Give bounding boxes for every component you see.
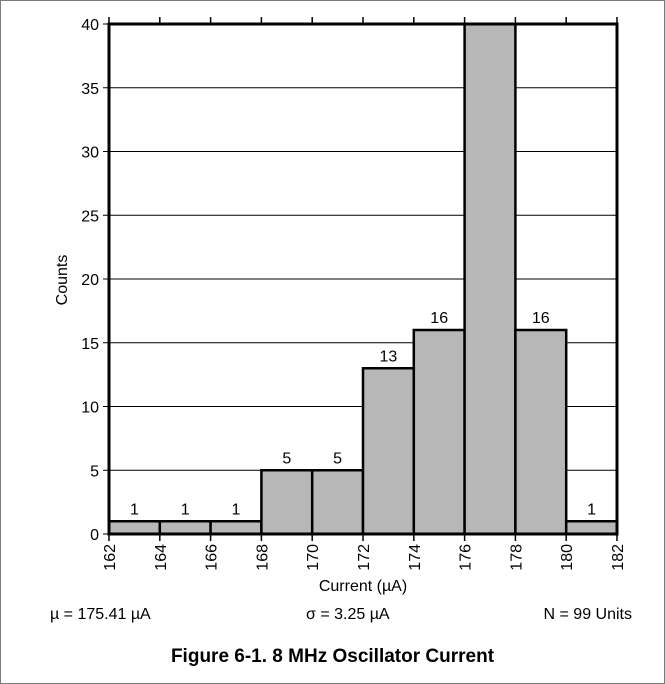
bar-data-label: 16 [430, 310, 448, 327]
bar-labels: 1 1 1 5 5 13 16 16 1 [130, 310, 596, 518]
x-tick-label: 170 [305, 544, 322, 571]
histogram-bar [107, 520, 162, 536]
histogram-bar [463, 22, 517, 536]
mean-stat: µ = 175.41 µA [50, 606, 151, 623]
sigma-stat: σ = 3.25 µA [306, 606, 390, 623]
x-tick-label: 162 [102, 544, 119, 571]
y-tick-label: 10 [81, 400, 99, 417]
bars [107, 22, 619, 536]
bar-data-label: 1 [181, 501, 190, 518]
bar-data-label: 5 [333, 450, 342, 467]
bar-data-label: 1 [587, 501, 596, 518]
y-tick-label: 20 [81, 272, 99, 289]
bar-data-label: 1 [232, 501, 241, 518]
bar-data-label: 13 [380, 348, 398, 365]
histogram-bar [158, 520, 212, 536]
histogram-bar [310, 469, 365, 536]
histogram-bar [209, 520, 263, 536]
y-tick-label: 25 [81, 208, 99, 225]
x-tick-label: 164 [153, 544, 170, 571]
x-tick-label: 178 [508, 544, 525, 571]
histogram-bar [412, 328, 466, 536]
y-tick-label: 0 [90, 527, 99, 544]
x-axis-label: Current (µA) [319, 578, 407, 595]
y-tick-label: 35 [81, 81, 99, 98]
y-tick-label: 15 [81, 336, 99, 353]
y-tick-label: 30 [81, 145, 99, 162]
x-tick-label: 180 [559, 544, 576, 571]
histogram-bar [260, 469, 314, 536]
axes [103, 17, 619, 541]
y-tick-label: 5 [90, 463, 99, 480]
histogram-bar [564, 520, 619, 536]
bar-data-label: 1 [130, 501, 139, 518]
y-tick-label: 40 [81, 17, 99, 34]
x-tick-label: 168 [254, 544, 271, 571]
bar-data-label: 5 [282, 450, 291, 467]
x-tick-label: 176 [458, 544, 475, 571]
histogram-bar [361, 367, 416, 536]
histogram-bar [514, 328, 568, 536]
x-tick-label: 182 [610, 544, 627, 571]
x-tick-label: 166 [204, 544, 221, 571]
sample-count-stat: N = 99 Units [543, 606, 632, 623]
x-tick-label: 172 [356, 544, 373, 571]
figure-caption: Figure 6-1. 8 MHz Oscillator Current [170, 646, 495, 667]
y-tick-labels: 0 5 10 15 20 25 30 35 40 [81, 17, 99, 544]
x-tick-label: 174 [407, 544, 424, 571]
bar-data-label: 16 [532, 310, 550, 327]
x-tick-labels: 162 164 166 168 170 172 174 176 178 180 182 [102, 544, 627, 571]
y-axis-label: Counts [54, 255, 71, 306]
